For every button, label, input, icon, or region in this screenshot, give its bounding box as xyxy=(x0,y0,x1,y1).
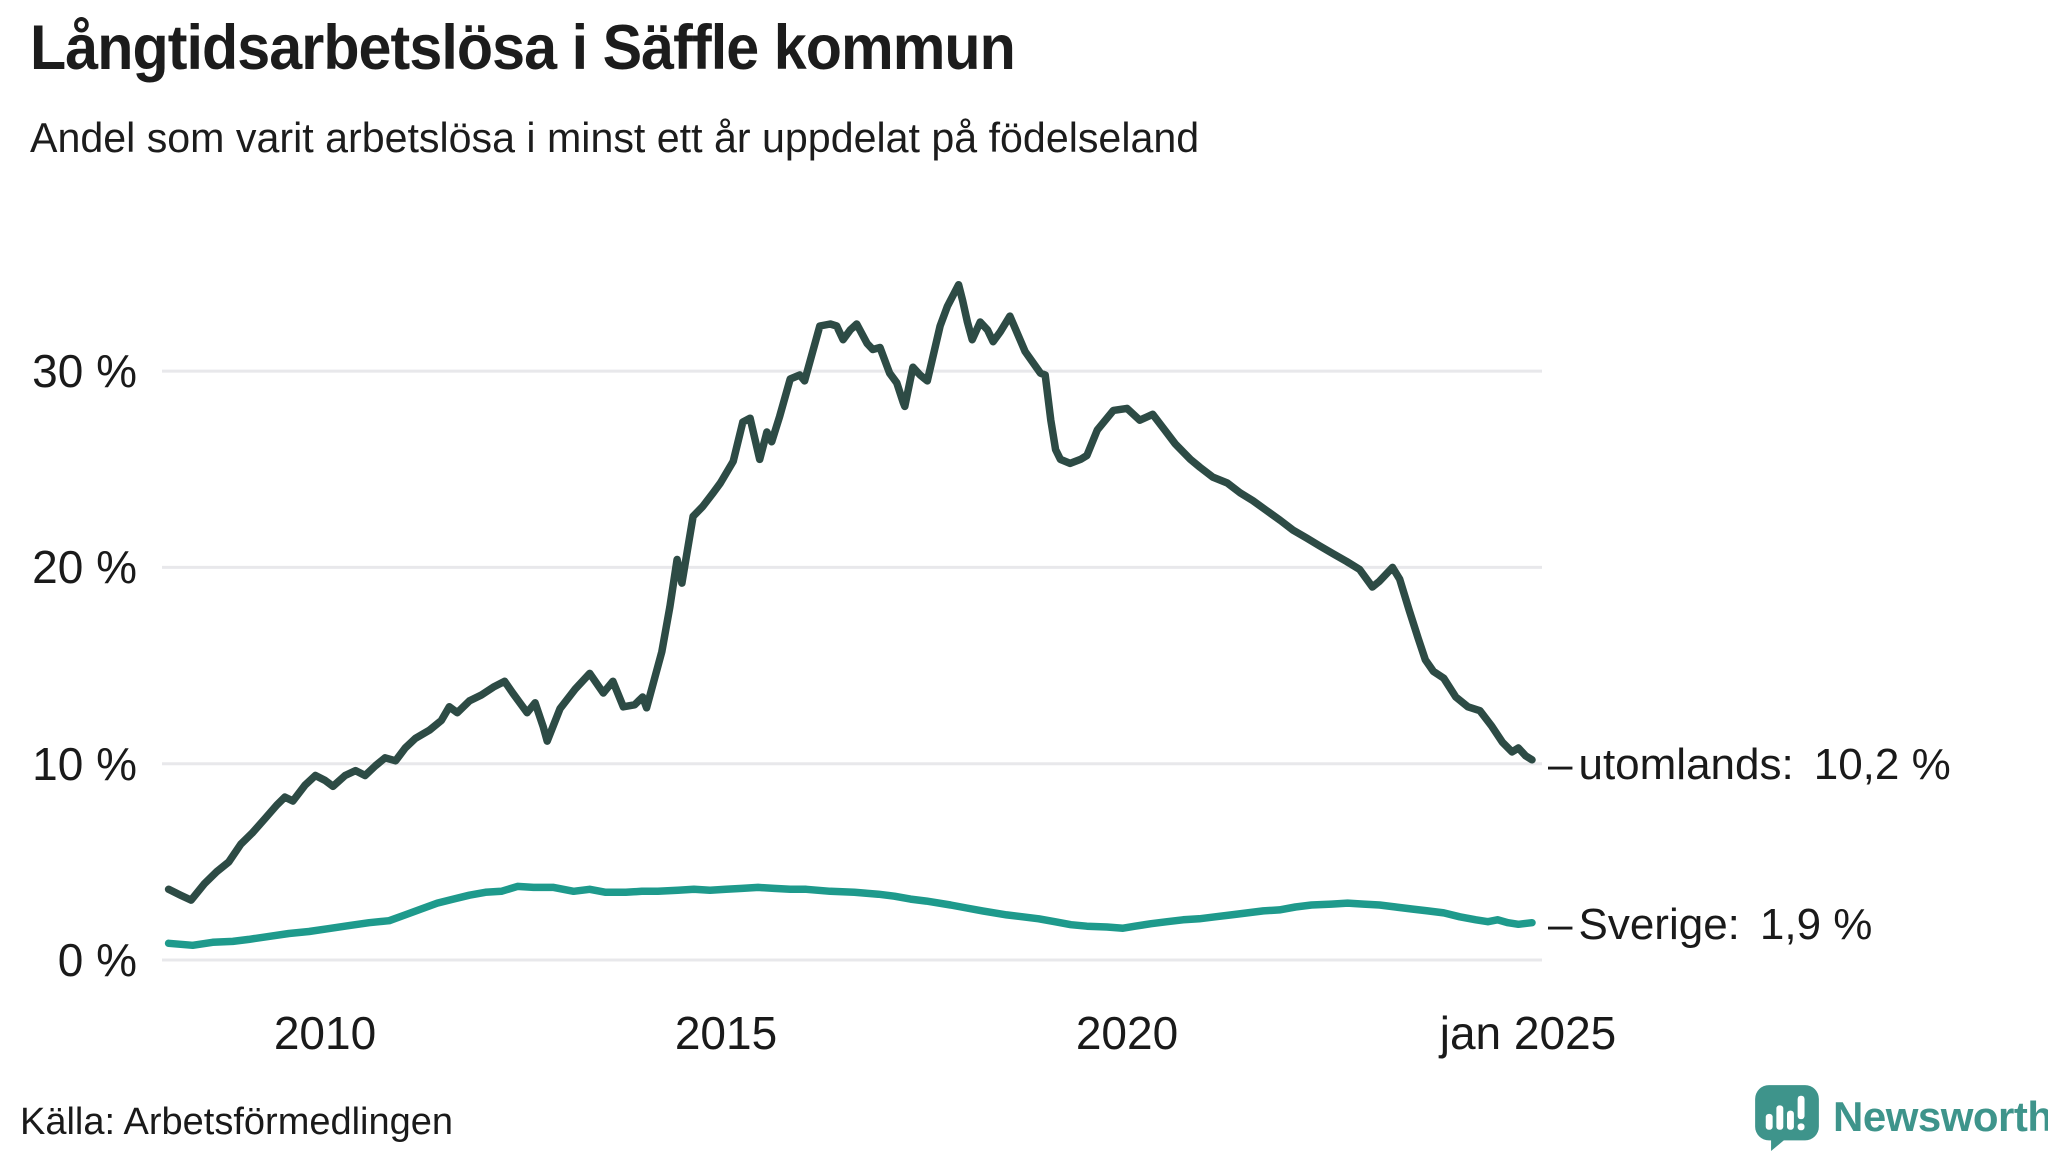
exclamation-stem xyxy=(1797,1095,1805,1120)
utomlands-leader-dash: – xyxy=(1548,740,1573,789)
y-axis-tick-0: 0 % xyxy=(57,934,137,986)
y-axis-tick-10: 10 % xyxy=(32,738,137,790)
newsworthy-wordmark: Newsworthy xyxy=(1833,1093,2048,1140)
gridlines xyxy=(162,369,1542,962)
chart-title: Långtidsarbetslösa i Säffle kommun xyxy=(30,13,1016,83)
utomlands-label-value: 10,2 % xyxy=(1813,740,1951,789)
sverige-label-name: Sverige: xyxy=(1578,900,1740,949)
y-axis-tick-20: 20 % xyxy=(32,541,137,593)
y-axis-tick-30: 30 % xyxy=(32,345,137,397)
sverige-end-label: – Sverige: 1,9 % xyxy=(1548,899,1872,951)
chart-subtitle: Andel som varit arbetslösa i minst ett å… xyxy=(30,114,1200,161)
sverige-leader-dash: – xyxy=(1548,900,1573,949)
x-axis-tick-2010: 2010 xyxy=(273,1007,377,1059)
bar-short xyxy=(1765,1113,1773,1130)
sverige-series-line xyxy=(164,882,1536,950)
sverige-label-value: 1,9 % xyxy=(1759,900,1873,949)
utomlands-label-name: utomlands: xyxy=(1578,740,1794,789)
source-credit: Källa: Arbetsförmedlingen xyxy=(20,1101,454,1143)
bar-medium xyxy=(1787,1110,1794,1130)
newsworthy-branding: Newsworthy xyxy=(1753,1083,2048,1151)
utomlands-end-label: – utomlands: 10,2 % xyxy=(1548,739,1951,791)
bar-tall xyxy=(1776,1105,1784,1130)
newsworthy-logo-icon xyxy=(1755,1085,1819,1151)
x-axis-tick-jan-2025: jan 2025 xyxy=(1439,1007,1617,1059)
utomlands-series-line xyxy=(164,280,1536,904)
x-axis-tick-2015: 2015 xyxy=(674,1007,778,1059)
x-axis-tick-2020: 2020 xyxy=(1075,1007,1179,1059)
exclamation-dot xyxy=(1797,1123,1805,1131)
